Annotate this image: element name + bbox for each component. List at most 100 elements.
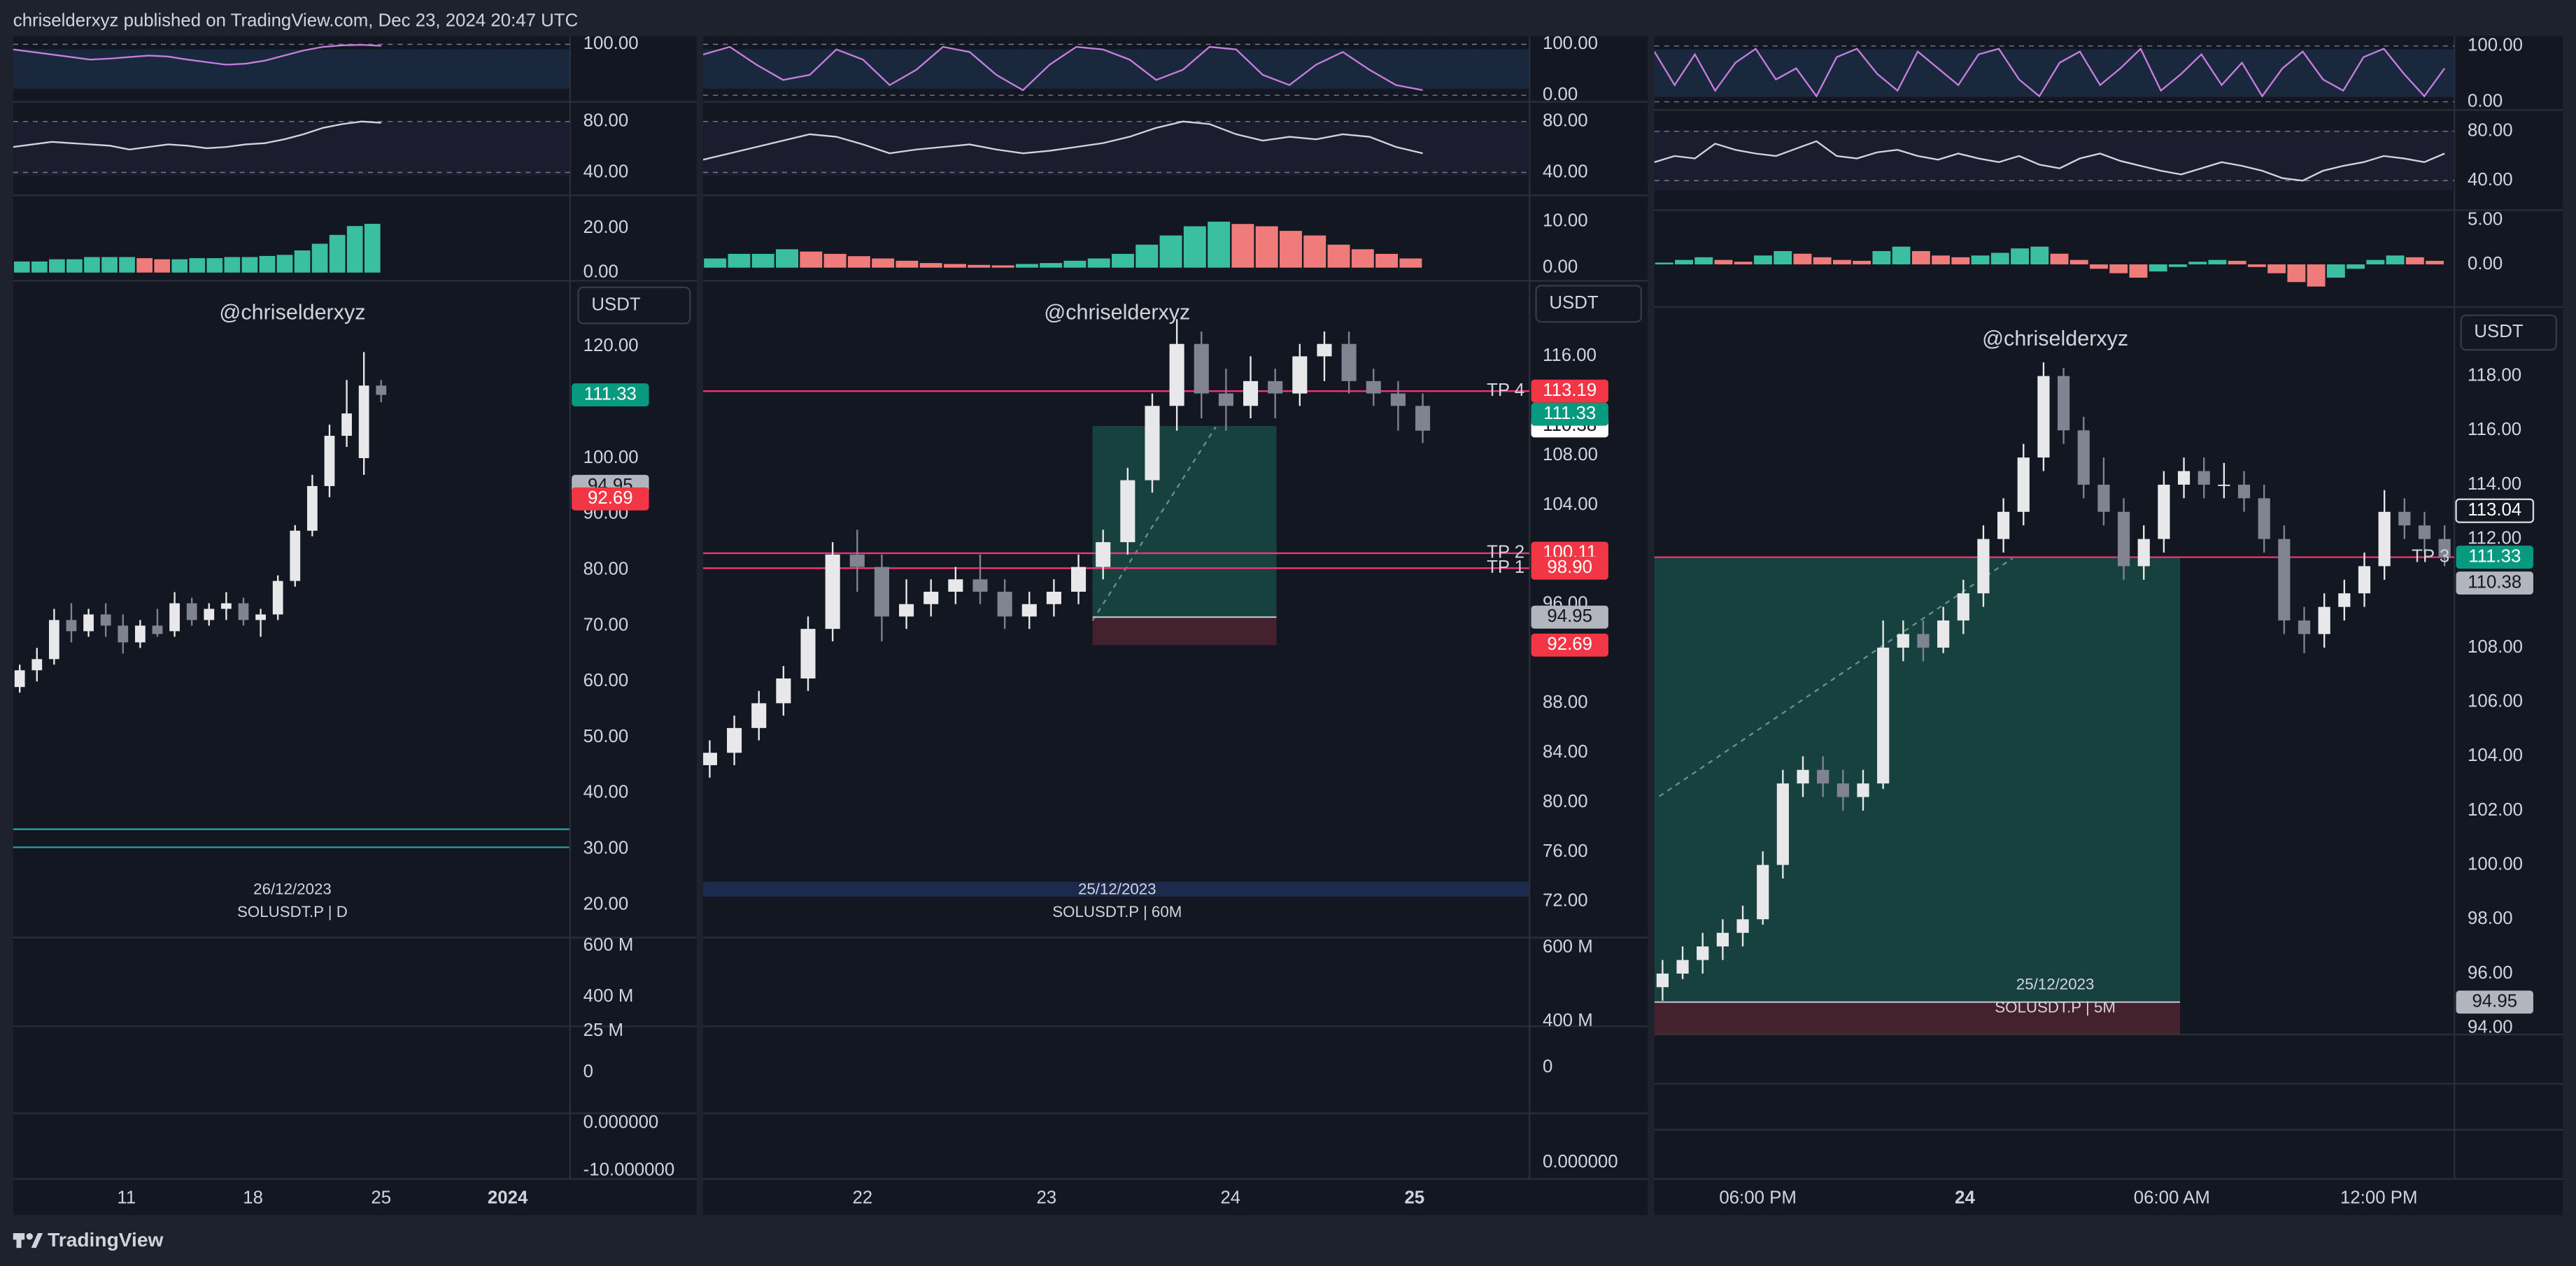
candle-body [2318, 606, 2330, 634]
macd-bar [991, 265, 1014, 268]
macd-bar [1932, 255, 1951, 264]
macd-bar [1303, 235, 1326, 268]
axis-tick-label: 120.00 [583, 336, 639, 355]
axis-tick-label: 600 M [583, 935, 634, 955]
candle-body [1169, 343, 1184, 406]
tp-label: TP 4 [1487, 380, 1524, 400]
candle-body [118, 625, 129, 643]
date-label: 25/12/2023 [2016, 975, 2095, 993]
macd-bar [2109, 264, 2128, 273]
candle-body [186, 603, 197, 620]
date-strip [703, 881, 1530, 897]
macd-bar [2326, 264, 2345, 278]
macd-bar [1015, 264, 1038, 268]
axis-tick-label: 70.00 [583, 615, 629, 634]
candle-body [324, 436, 335, 486]
candle-body [899, 604, 914, 617]
rsi-pane [1654, 131, 2455, 182]
price-label-box [1531, 556, 1608, 580]
candle-body [1837, 783, 1849, 797]
watermark: @chriselderxyz [219, 300, 365, 324]
candle-body [1757, 865, 1769, 920]
macd-bar [2168, 264, 2187, 267]
macd-bar [872, 258, 895, 268]
macd-bar [1255, 226, 1278, 268]
axis-tick-label: 94.00 [2468, 1017, 2513, 1037]
candle-body [2438, 539, 2451, 557]
candle-body [727, 727, 742, 753]
macd-bar [2267, 264, 2286, 273]
axis-tick-label: 30.00 [583, 839, 629, 858]
time-label: 24 [1220, 1188, 1240, 1208]
candle-body [776, 678, 791, 704]
price-label-box [1531, 605, 1608, 629]
candle-body [221, 603, 232, 609]
candle-body [2177, 471, 2191, 485]
macd-bar [1832, 259, 1851, 264]
candle-body [1218, 393, 1233, 406]
price-label-box [572, 383, 649, 406]
axis-tick-label: 0.00 [2468, 254, 2503, 273]
rsi-pane [13, 120, 570, 173]
macd-bar [1911, 250, 1930, 264]
price-label-box [2455, 498, 2535, 523]
stoch-pane [13, 43, 570, 66]
macd-pane [13, 223, 381, 273]
candle-body [2097, 484, 2110, 512]
macd-bar [49, 259, 65, 273]
axis-tick-label: 80.00 [1543, 792, 1588, 811]
macd-bar [171, 259, 188, 273]
price-label: 113.19 [1543, 380, 1597, 400]
candle-body [1797, 769, 1809, 784]
candle-body [1897, 634, 1909, 648]
tp-label: TP 1 [1487, 557, 1524, 577]
candle-body [1415, 406, 1431, 431]
candle-body [31, 659, 43, 671]
candle-body [83, 614, 94, 632]
price-label: 111.33 [584, 384, 637, 404]
candle-body [238, 603, 249, 620]
macd-bar [2405, 257, 2424, 264]
candle-body [2258, 498, 2270, 539]
time-label: 25 [371, 1188, 391, 1208]
macd-bar [823, 253, 847, 268]
time-label: 06:00 PM [1719, 1188, 1797, 1208]
axis-tick-label: 116.00 [2468, 420, 2521, 439]
time-label: 23 [1036, 1188, 1056, 1208]
rsi-line [13, 120, 381, 150]
price-label-box [1531, 633, 1608, 657]
candle-body [800, 629, 816, 678]
macd-bar [1853, 260, 1871, 264]
tp-label: TP 2 [1487, 543, 1524, 562]
candle-body [1292, 356, 1308, 394]
axis-tick-label: 80.00 [583, 111, 629, 131]
price-label: 111.33 [1543, 404, 1596, 423]
axis-tick-label: 0.000000 [1543, 1152, 1618, 1172]
macd-bar [1813, 257, 1832, 264]
macd-bar [1694, 257, 1713, 264]
macd-bar [2050, 253, 2069, 264]
axis-tick-label: 0.00 [1543, 257, 1578, 276]
candle-body [66, 620, 77, 632]
candle-body [2198, 471, 2210, 485]
macd-bar [2188, 262, 2207, 264]
axis-tick-label: 80.00 [2468, 121, 2513, 141]
time-label: 24 [1955, 1188, 1975, 1208]
macd-bar [364, 223, 381, 273]
macd-bar [2011, 248, 2029, 264]
macd-bar [2228, 260, 2246, 264]
macd-bar [1112, 253, 1134, 268]
axis-tick-label: 84.00 [1543, 742, 1588, 762]
position-loss [1654, 1002, 2181, 1034]
price-label-box [572, 487, 649, 511]
date-label: 25/12/2023 [1078, 880, 1156, 897]
candle-body [1716, 932, 1729, 947]
watermark: @chriselderxyz [1044, 300, 1190, 324]
macd-bar [1675, 259, 1693, 264]
macd-bar [1872, 250, 1891, 264]
axis-tick-label: 60.00 [583, 671, 629, 690]
axis-tick-label: 76.00 [1543, 841, 1588, 861]
macd-bar [2347, 264, 2365, 269]
candle-body [255, 614, 266, 620]
